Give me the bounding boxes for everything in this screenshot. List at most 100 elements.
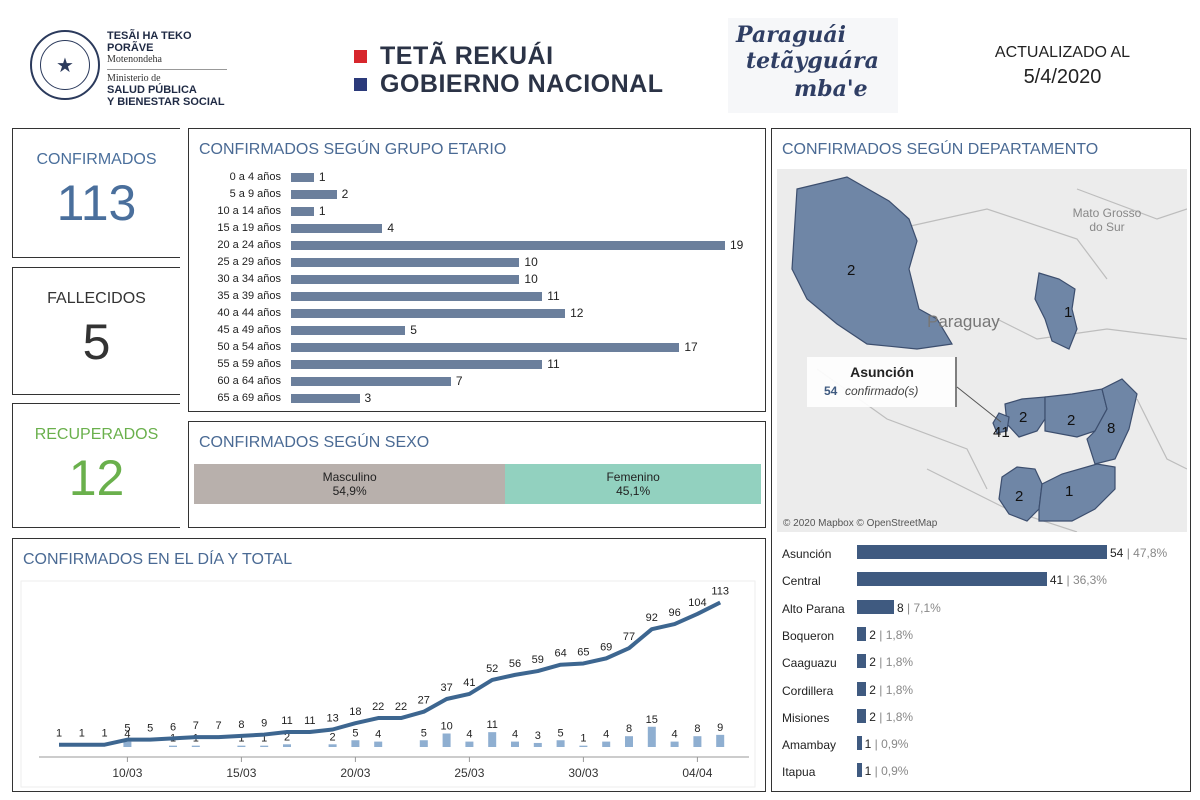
daily-bar xyxy=(260,745,269,747)
total-point-label: 7 xyxy=(193,720,199,732)
age-value: 12 xyxy=(570,306,584,320)
department-count: 54 xyxy=(1110,546,1127,560)
x-tick-label: 10/03 xyxy=(112,766,142,780)
department-row: Amambay 1 | 0,9% xyxy=(772,732,1192,759)
age-bar xyxy=(291,343,680,352)
x-tick-label: 20/03 xyxy=(340,766,370,780)
daily-bar xyxy=(716,734,725,747)
total-point-label: 1 xyxy=(102,728,108,740)
ministry-seal-logo: ★ xyxy=(30,30,100,100)
age-label: 45 a 49 años xyxy=(217,324,281,336)
daily-bar xyxy=(533,742,542,747)
age-value: 10 xyxy=(524,255,538,269)
department-value: 2 | 1,8% xyxy=(869,683,913,697)
department-bar xyxy=(857,599,895,614)
map-tooltip xyxy=(807,357,957,407)
region-label-line-2: do Sur xyxy=(1089,220,1124,234)
total-line xyxy=(59,600,722,747)
daily-bar-label: 5 xyxy=(558,727,564,739)
department-count: 2 xyxy=(869,627,880,642)
daily-bar xyxy=(419,740,428,747)
tooltip-suffix: confirmado(s) xyxy=(845,384,918,398)
ministry-line-1: TESÃI HA TEKO xyxy=(107,30,192,42)
department-count: 2 xyxy=(869,655,880,670)
age-value: 2 xyxy=(341,187,349,201)
department-value: 1 | 0,9% xyxy=(865,764,909,778)
age-row: 65 a 69 años 3 xyxy=(197,390,767,407)
age-label: 0 a 4 años xyxy=(229,171,281,183)
department-count: 41 xyxy=(1049,573,1067,588)
department-chart: Asunción 54 | 47,8% Central 41 | 36,3% Alto … xyxy=(772,541,1192,791)
daily-bar-label: 1 xyxy=(238,733,244,745)
age-bar xyxy=(291,241,725,250)
age-value: 7 xyxy=(455,374,463,388)
sex-segment-masculino: Masculino 54,9% xyxy=(194,464,506,504)
x-tick-label: 30/03 xyxy=(568,766,598,780)
age-bar xyxy=(291,190,337,199)
updated-label: ACTUALIZADO AL xyxy=(994,44,1131,61)
daily-bar xyxy=(351,740,360,747)
age-row: 50 a 54 años 17 xyxy=(197,339,767,356)
map-count-misiones: 2 xyxy=(1015,488,1023,505)
age-value: 11 xyxy=(547,289,560,303)
kpi-deaths-value: 5 xyxy=(82,314,111,370)
sex-panel: CONFIRMADOS SEGÚN SEXO Masculino 54,9% Fem… xyxy=(188,421,766,528)
department-row: Itapua 1 | 0,9% xyxy=(772,759,1192,786)
department-row: Caaguazu 2 | 1,8% xyxy=(772,650,1192,677)
kpi-deaths: FALLECIDOS 5 xyxy=(12,267,180,395)
daily-bar xyxy=(625,736,633,747)
daily-bar xyxy=(328,744,337,747)
total-point-label: 96 xyxy=(668,607,680,619)
sex-segment-femenino: Femenino 45,1% xyxy=(505,464,761,504)
age-label: 65 a 69 años xyxy=(217,392,281,404)
department-count: 2 xyxy=(869,682,880,697)
total-point-label: 52 xyxy=(486,663,498,675)
department-bar xyxy=(857,763,862,778)
age-bar xyxy=(291,173,314,182)
sex-title: CONFIRMADOS SEGÚN SEXO xyxy=(199,434,430,451)
department-bar xyxy=(857,681,867,696)
age-row: 45 a 49 años 5 xyxy=(197,322,767,339)
daily-bar xyxy=(169,745,177,747)
total-point-label: 104 xyxy=(688,597,706,609)
department-bar xyxy=(857,545,1107,559)
age-group-panel: CONFIRMADOS SEGÚN GRUPO ETARIO 0 a 4 año… xyxy=(188,128,766,412)
department-bar xyxy=(857,654,867,669)
daily-bar-label: 2 xyxy=(284,731,290,743)
department-row: Alto Parana 8 | 7,1% xyxy=(772,596,1192,623)
tooltip-count: 54 xyxy=(824,384,838,398)
sex-chart: Masculino 54,9% Femenino 45,1% xyxy=(194,422,761,522)
daily-bar xyxy=(123,741,132,747)
daily-bar-label: 5 xyxy=(421,727,427,739)
department-value: 41 | 36,3% xyxy=(1050,573,1107,587)
daily-bar-label: 4 xyxy=(603,729,609,741)
total-point-label: 5 xyxy=(147,723,153,735)
age-value: 10 xyxy=(524,272,538,286)
department-map[interactable]: 2 1 2 2 41 8 2 1 Paraguay Mato Grosso do… xyxy=(777,169,1187,532)
department-value: 2 | 1,8% xyxy=(869,655,913,669)
total-point-label: 6 xyxy=(170,721,176,733)
ministry-line-6: Y BIENESTAR SOCIAL xyxy=(107,96,225,108)
ministry-line-2: PORÃVE xyxy=(107,42,154,54)
department-percent: | 7,1% xyxy=(907,600,941,615)
age-row: 60 a 64 años 7 xyxy=(197,373,767,390)
age-row: 15 a 19 años 4 xyxy=(197,220,767,237)
department-row: Asunción 54 | 47,8% xyxy=(772,541,1192,568)
daily-bar xyxy=(579,745,588,747)
daily-bar xyxy=(693,736,702,747)
department-count: 8 xyxy=(897,600,908,615)
age-bar xyxy=(291,394,360,403)
map-attribution: © 2020 Mapbox © OpenStreetMap xyxy=(783,518,938,529)
total-point-label: 64 xyxy=(554,648,566,660)
age-label: 30 a 34 años xyxy=(217,273,281,285)
ministry-line-3: Motenondeha xyxy=(107,54,162,65)
age-row: 25 a 29 años 10 xyxy=(197,254,767,271)
department-bar xyxy=(857,708,867,723)
total-point-label: 41 xyxy=(463,677,475,689)
department-value: 2 | 1,8% xyxy=(869,710,913,724)
age-value: 17 xyxy=(684,340,698,354)
total-point-label: 5 xyxy=(124,723,130,735)
daily-bar-label: 11 xyxy=(486,719,497,731)
ministry-line-5: SALUD PÚBLICA xyxy=(107,84,197,96)
